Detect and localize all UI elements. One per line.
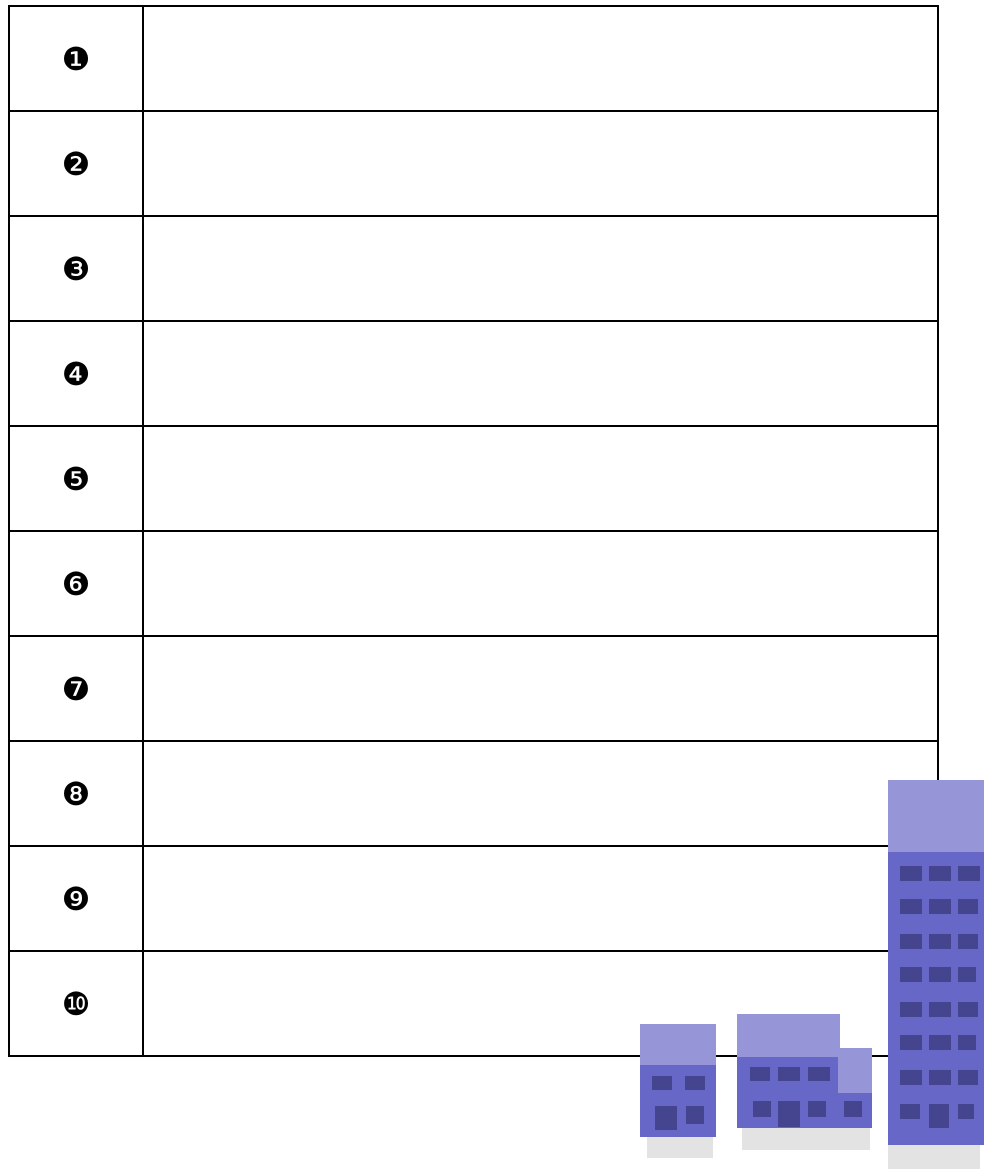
- row-number: ❷: [8, 110, 144, 217]
- blank-cell: [142, 215, 939, 322]
- table-row: ❶: [8, 5, 939, 112]
- row-number: ❼: [8, 635, 144, 742]
- row-number: ❿: [8, 950, 144, 1057]
- blank-cell: [142, 950, 939, 1057]
- middle-building: [737, 1014, 872, 1150]
- blank-cell: [142, 5, 939, 112]
- table-row: ❹: [8, 320, 939, 427]
- table-row: ❷: [8, 110, 939, 217]
- blank-cell: [142, 845, 939, 952]
- row-number: ❸: [8, 215, 144, 322]
- row-number: ❾: [8, 845, 144, 952]
- blank-cell: [142, 110, 939, 217]
- table-row: ❻: [8, 530, 939, 637]
- table-row: ❼: [8, 635, 939, 742]
- row-number: ❹: [8, 320, 144, 427]
- tall-building: [888, 780, 984, 1169]
- table-row: ❸: [8, 215, 939, 322]
- blank-cell: [142, 320, 939, 427]
- blank-cell: [142, 635, 939, 742]
- blank-cell: [142, 740, 939, 847]
- row-number: ❺: [8, 425, 144, 532]
- row-number: ❽: [8, 740, 144, 847]
- table-row: ❾: [8, 845, 939, 952]
- table-row: ❿: [8, 950, 939, 1057]
- blank-cell: [142, 530, 939, 637]
- small-building: [640, 1024, 716, 1158]
- blank-cell: [142, 425, 939, 532]
- row-number: ❶: [8, 5, 144, 112]
- table-row: ❺: [8, 425, 939, 532]
- table-row: ❽: [8, 740, 939, 847]
- row-number: ❻: [8, 530, 144, 637]
